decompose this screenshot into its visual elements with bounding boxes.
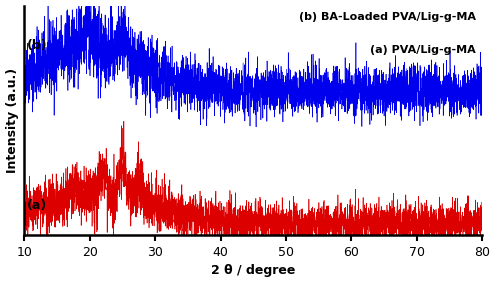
Text: (a) PVA/Lig-g-MA: (a) PVA/Lig-g-MA (370, 45, 476, 55)
Y-axis label: Intensity (a.u.): Intensity (a.u.) (5, 68, 18, 173)
X-axis label: 2 θ / degree: 2 θ / degree (211, 264, 296, 277)
Text: (b): (b) (27, 39, 47, 52)
Text: (b) BA-Loaded PVA/Lig-g-MA: (b) BA-Loaded PVA/Lig-g-MA (299, 12, 476, 22)
Text: (a): (a) (27, 199, 47, 212)
